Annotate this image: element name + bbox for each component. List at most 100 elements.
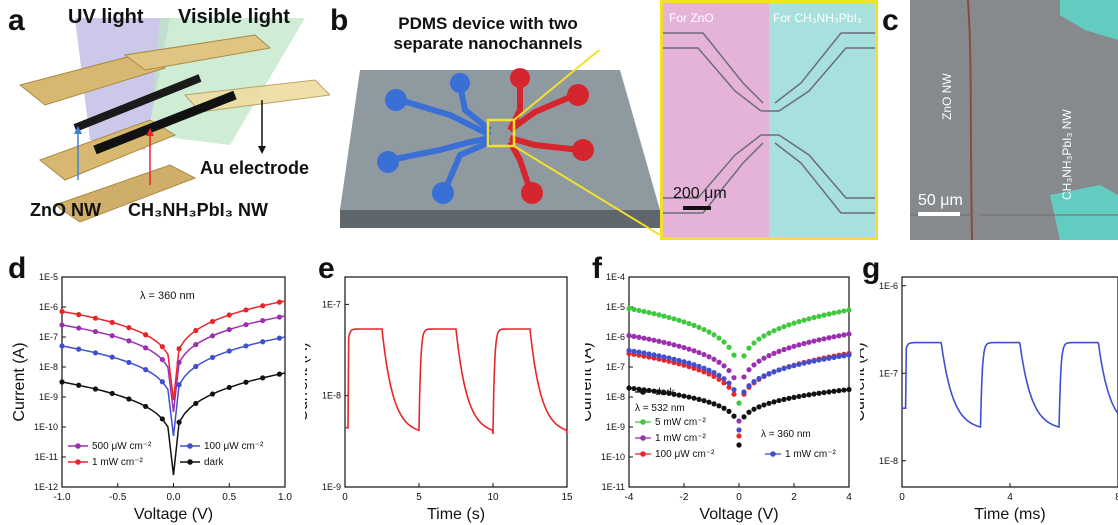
data-point (806, 339, 812, 345)
data-point (243, 343, 249, 349)
data-point (766, 400, 772, 406)
data-point (159, 379, 165, 385)
data-point (696, 367, 702, 373)
data-point (671, 391, 677, 397)
data-point (721, 363, 727, 369)
plot-frame (901, 276, 1118, 488)
data-point (143, 332, 149, 338)
data-point (686, 394, 692, 400)
x-tick-label: 0.0 (167, 492, 181, 503)
y-tick-label: 1E-10 (34, 422, 58, 432)
data-point (771, 399, 777, 405)
data-point (626, 347, 632, 354)
data-point (176, 346, 182, 352)
data-point (806, 359, 812, 365)
x-tick-label: 0 (342, 492, 348, 503)
data-point (741, 353, 747, 359)
legend-marker (75, 443, 81, 449)
data-point (771, 369, 777, 375)
data-point (59, 322, 65, 328)
sem-zno-label: ZnO NW (940, 73, 954, 120)
data-point (821, 356, 827, 362)
data-point (836, 333, 842, 339)
sem-perovskite-label: CH₃NH₃PbI₃ NW (1060, 109, 1074, 200)
data-point (716, 376, 722, 382)
data-point (666, 355, 672, 361)
data-point (656, 389, 662, 395)
data-point (746, 345, 752, 351)
legend-marker (187, 459, 193, 465)
data-point (176, 382, 182, 388)
legend-label: 5 mW cm⁻² (655, 417, 706, 428)
y-tick-label: 1E-4 (606, 272, 625, 282)
y-axis-label: Current (A) (860, 342, 868, 421)
y-tick-label: 1E-11 (35, 452, 58, 462)
data-point (736, 433, 742, 439)
y-axis-label: Current (A) (11, 342, 28, 421)
data-point (711, 332, 717, 338)
plot-frame (344, 276, 568, 488)
data-point (841, 308, 847, 314)
response-line (902, 341, 1118, 429)
y-tick-label: 1E-11 (602, 482, 625, 492)
x-axis-label: Time (s) (427, 506, 485, 523)
data-point (691, 362, 697, 368)
data-point (726, 380, 732, 386)
data-point (661, 339, 667, 346)
y-tick-label: 1E-7 (39, 332, 58, 342)
pdms-title-line1: PDMS device with two (398, 14, 578, 33)
data-point (651, 311, 657, 317)
data-point (656, 338, 662, 344)
data-point (226, 384, 232, 391)
y-tick-label: 1E-10 (601, 452, 625, 462)
data-point (631, 385, 637, 392)
data-point (836, 388, 842, 394)
data-point (781, 396, 787, 403)
data-point (731, 352, 737, 358)
data-point (816, 357, 822, 363)
data-point (791, 320, 797, 326)
channel-micrograph: For ZnO For CH₃NH₃PbI₃ 200 μm (660, 0, 878, 240)
x-tick-label: -0.5 (109, 492, 127, 503)
data-point (826, 311, 832, 317)
data-point (801, 340, 807, 347)
x-tick-label: -1.0 (53, 492, 71, 503)
data-point (276, 371, 283, 377)
panel-letter-b: b (330, 4, 349, 37)
data-point (706, 329, 712, 335)
data-point (776, 397, 782, 404)
data-point (776, 348, 782, 354)
x-tick-label: 1.0 (278, 492, 292, 503)
data-point (841, 387, 847, 393)
legend-marker (640, 435, 646, 441)
data-point (626, 332, 632, 339)
uv-light-label: UV light (68, 6, 144, 28)
electrode-right-top (123, 34, 272, 71)
data-point (746, 367, 752, 373)
data-point (92, 350, 99, 356)
pdms-slab-top (340, 70, 660, 210)
iv-chart-dual: -4 -2 0 2 4 1E-11 1E-10 1E-9 1E-8 1E-7 1E-6 1E-5 1E-… (585, 272, 852, 523)
legend-marker (640, 389, 646, 395)
y-tick-label: 1E-5 (39, 272, 58, 282)
y-axis-label: Current (A) (585, 342, 595, 421)
data-point (666, 390, 672, 396)
data-point (276, 299, 283, 305)
data-point (701, 326, 707, 333)
data-point (126, 396, 132, 402)
data-point (836, 309, 842, 315)
data-point (751, 362, 757, 368)
legend-label: 1 mW cm⁻² (785, 449, 836, 460)
zno-nanowire-trace (967, 0, 973, 240)
zno-channels (389, 84, 492, 192)
y-tick-label: 1E-6 (879, 281, 898, 291)
data-point (796, 319, 802, 325)
data-point (126, 359, 132, 366)
data-point (676, 357, 682, 364)
data-point (811, 338, 817, 344)
data-point (811, 391, 817, 397)
data-point (846, 386, 852, 393)
data-point (791, 363, 797, 369)
data-point (751, 340, 757, 346)
data-point (711, 373, 717, 380)
